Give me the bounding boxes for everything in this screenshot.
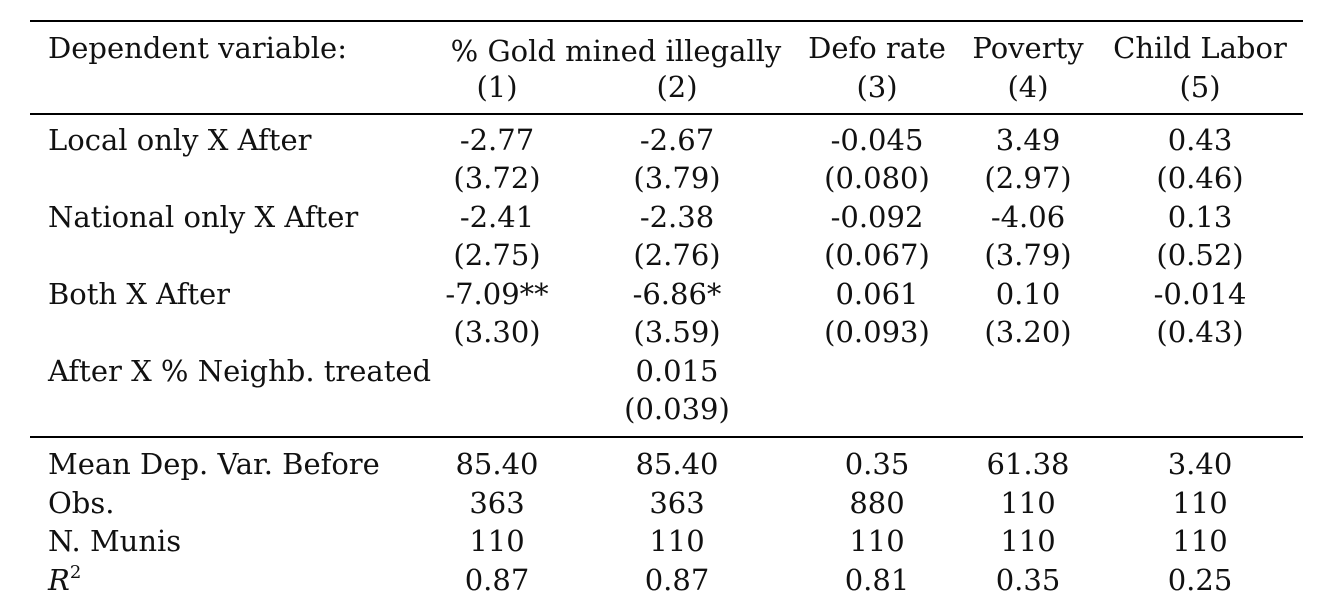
stat-value: 85.40 (635, 447, 719, 481)
coef-value: 0.015 (635, 354, 719, 388)
header-col4-title: Poverty (972, 31, 1084, 65)
header-col2-num: (2) (656, 70, 698, 104)
stat-value: 61.38 (986, 447, 1070, 481)
coef-row-label: Both X After (48, 277, 231, 311)
std-error: (3.30) (453, 315, 541, 349)
std-error: (0.039) (624, 392, 730, 426)
header-col5-title: Child Labor (1113, 31, 1287, 65)
header-col4-num: (4) (1007, 70, 1049, 104)
coef-value: 0.061 (835, 277, 919, 311)
coef-value: 0.43 (1167, 123, 1233, 157)
coef-value: 0.10 (995, 277, 1061, 311)
std-error: (0.067) (824, 238, 930, 272)
header-group-label: % Gold mined illegally (450, 34, 782, 68)
r-squared-value: 0.35 (995, 563, 1061, 597)
header-row-label: Dependent variable: (48, 31, 347, 65)
coef-value: 0.13 (1167, 200, 1233, 234)
header-col3-num: (3) (856, 70, 898, 104)
stat-row-label: N. Munis (48, 524, 182, 558)
stat-value: 3.40 (1167, 447, 1233, 481)
std-error: (0.093) (824, 315, 930, 349)
header-rule (30, 113, 1303, 115)
stat-value: 110 (1172, 524, 1228, 558)
std-error: (2.97) (984, 161, 1072, 195)
coef-value: -0.045 (830, 123, 924, 157)
std-error: (3.59) (633, 315, 721, 349)
coef-row-label: After X % Neighb. treated (48, 354, 432, 388)
std-error: (0.46) (1156, 161, 1244, 195)
std-error: (2.76) (633, 238, 721, 272)
std-error: (3.79) (984, 238, 1072, 272)
header-col5-num: (5) (1179, 70, 1221, 104)
stat-value: 363 (649, 486, 705, 520)
stat-row-label: Mean Dep. Var. Before (48, 447, 380, 481)
coef-row-label: Local only X After (48, 123, 312, 157)
stat-value: 85.40 (455, 447, 539, 481)
r-squared-base: R (48, 563, 70, 597)
std-error: (3.79) (633, 161, 721, 195)
std-error: (0.52) (1156, 238, 1244, 272)
coef-value: -0.092 (830, 200, 924, 234)
stat-value: 110 (1000, 486, 1056, 520)
std-error: (2.75) (453, 238, 541, 272)
header-col1-num: (1) (476, 70, 518, 104)
stats-rule (30, 436, 1303, 438)
std-error: (3.20) (984, 315, 1072, 349)
coef-value: -0.014 (1153, 277, 1247, 311)
stat-value: 363 (469, 486, 525, 520)
coef-value: -6.86* (632, 277, 722, 311)
stat-value: 110 (1172, 486, 1228, 520)
stat-value: 110 (1000, 524, 1056, 558)
coef-row-label: National only X After (48, 200, 359, 234)
stat-value: 110 (469, 524, 525, 558)
r-squared-label: R2 (48, 563, 81, 597)
r-squared-value: 0.87 (464, 563, 530, 597)
std-error: (0.080) (824, 161, 930, 195)
coef-value: 3.49 (995, 123, 1061, 157)
coef-value: -7.09** (445, 277, 549, 311)
stat-value: 110 (849, 524, 905, 558)
std-error: (0.43) (1156, 315, 1244, 349)
r-squared-value: 0.81 (844, 563, 910, 597)
r-squared-sup: 2 (69, 562, 82, 583)
stat-row-label: Obs. (48, 486, 115, 520)
r-squared-value: 0.25 (1167, 563, 1233, 597)
coef-value: -2.67 (639, 123, 715, 157)
stat-value: 880 (849, 486, 905, 520)
top-rule (30, 20, 1303, 22)
coef-value: -2.38 (639, 200, 715, 234)
coef-value: -2.41 (459, 200, 535, 234)
r-squared-value: 0.87 (644, 563, 710, 597)
coef-value: -4.06 (990, 200, 1066, 234)
coef-value: -2.77 (459, 123, 535, 157)
stat-value: 0.35 (844, 447, 910, 481)
std-error: (3.72) (453, 161, 541, 195)
stat-value: 110 (649, 524, 705, 558)
header-col3-title: Defo rate (808, 31, 946, 65)
